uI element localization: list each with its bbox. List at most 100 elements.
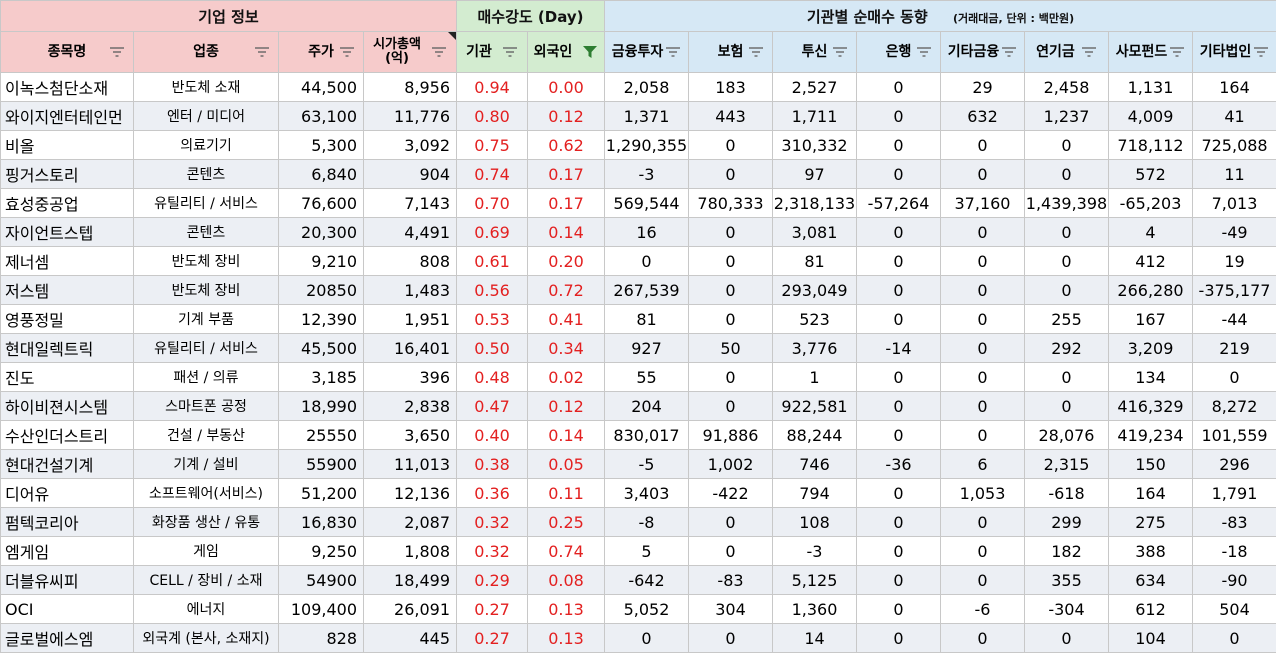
- cell-other-fin[interactable]: 0: [940, 275, 1025, 305]
- cell-fin-invest[interactable]: -8: [604, 507, 689, 537]
- cell-bank[interactable]: -57,264: [856, 188, 941, 218]
- cell-insurance[interactable]: 1,002: [688, 449, 773, 479]
- cell-price[interactable]: 12,390: [278, 304, 364, 334]
- cell-pension[interactable]: 1,439,398: [1024, 188, 1109, 218]
- cell-pension[interactable]: 0: [1024, 362, 1109, 392]
- cell-private-fund[interactable]: 612: [1108, 594, 1193, 624]
- cell-name[interactable]: 하이비젼시스템: [0, 391, 134, 421]
- cell-pension[interactable]: 1,237: [1024, 101, 1109, 131]
- cell-private-fund[interactable]: -65,203: [1108, 188, 1193, 218]
- col-header-fin-invest[interactable]: 금융투자: [604, 31, 689, 73]
- cell-market-cap[interactable]: 1,483: [363, 275, 457, 305]
- cell-foreign[interactable]: 0.13: [527, 594, 605, 624]
- cell-foreign[interactable]: 0.00: [527, 72, 605, 102]
- cell-industry[interactable]: 게임: [133, 536, 279, 566]
- cell-other-corp[interactable]: -49: [1191, 217, 1276, 247]
- cell-market-cap[interactable]: 7,143: [363, 188, 457, 218]
- cell-name[interactable]: 자이언트스텝: [0, 217, 134, 247]
- cell-foreign[interactable]: 0.14: [527, 420, 605, 450]
- table-row[interactable]: 이녹스첨단소재 반도체 소재 44,500 8,956 0.94 0.00 2,058 183…: [0, 72, 1276, 102]
- filter-icon[interactable]: [502, 46, 518, 58]
- cell-name[interactable]: 더블유씨피: [0, 565, 134, 595]
- filter-icon[interactable]: [832, 46, 848, 58]
- cell-name[interactable]: 이녹스첨단소재: [0, 72, 134, 102]
- cell-bank[interactable]: 0: [856, 391, 941, 421]
- cell-industry[interactable]: 외국계 (본사, 소재지): [133, 623, 279, 653]
- cell-pension[interactable]: 0: [1024, 623, 1109, 653]
- cell-market-cap[interactable]: 1,808: [363, 536, 457, 566]
- cell-other-fin[interactable]: 0: [940, 420, 1025, 450]
- cell-private-fund[interactable]: 419,234: [1108, 420, 1193, 450]
- col-header-other-fin[interactable]: 기타금융: [940, 31, 1025, 73]
- cell-pension[interactable]: 0: [1024, 217, 1109, 247]
- table-row[interactable]: 와이지엔터테인먼 엔터 / 미디어 63,100 11,776 0.80 0.12 1,37…: [0, 101, 1276, 131]
- cell-insurance[interactable]: 0: [688, 362, 773, 392]
- cell-institution[interactable]: 0.29: [456, 565, 528, 595]
- cell-market-cap[interactable]: 2,838: [363, 391, 457, 421]
- cell-private-fund[interactable]: 572: [1108, 159, 1193, 189]
- cell-institution[interactable]: 0.48: [456, 362, 528, 392]
- cell-pension[interactable]: 0: [1024, 275, 1109, 305]
- cell-name[interactable]: 펌텍코리아: [0, 507, 134, 537]
- cell-market-cap[interactable]: 26,091: [363, 594, 457, 624]
- cell-bank[interactable]: 0: [856, 246, 941, 276]
- cell-private-fund[interactable]: 412: [1108, 246, 1193, 276]
- cell-institution[interactable]: 0.36: [456, 478, 528, 508]
- cell-market-cap[interactable]: 18,499: [363, 565, 457, 595]
- cell-private-fund[interactable]: 275: [1108, 507, 1193, 537]
- cell-industry[interactable]: 유틸리티 / 서비스: [133, 333, 279, 363]
- cell-other-fin[interactable]: 0: [940, 536, 1025, 566]
- table-row[interactable]: 제너셈 반도체 장비 9,210 808 0.61 0.20 0 0 81 0 0 0 412 19: [0, 246, 1276, 276]
- cell-private-fund[interactable]: 104: [1108, 623, 1193, 653]
- cell-foreign[interactable]: 0.62: [527, 130, 605, 160]
- cell-pension[interactable]: -618: [1024, 478, 1109, 508]
- cell-private-fund[interactable]: 1,131: [1108, 72, 1193, 102]
- cell-private-fund[interactable]: 134: [1108, 362, 1193, 392]
- cell-trust[interactable]: 746: [772, 449, 857, 479]
- cell-other-corp[interactable]: -44: [1191, 304, 1276, 334]
- col-header-market-cap[interactable]: 시가총액 (억): [363, 31, 457, 73]
- cell-institution[interactable]: 0.70: [456, 188, 528, 218]
- cell-institution[interactable]: 0.75: [456, 130, 528, 160]
- filter-icon[interactable]: [1001, 46, 1017, 58]
- cell-industry[interactable]: 스마트폰 공정: [133, 391, 279, 421]
- cell-trust[interactable]: 14: [772, 623, 857, 653]
- filter-icon[interactable]: [665, 46, 681, 58]
- cell-institution[interactable]: 0.27: [456, 594, 528, 624]
- cell-bank[interactable]: 0: [856, 217, 941, 247]
- cell-industry[interactable]: 에너지: [133, 594, 279, 624]
- cell-price[interactable]: 3,185: [278, 362, 364, 392]
- table-row[interactable]: 더블유씨피 CELL / 장비 / 소재 54900 18,499 0.29 0.08 -6…: [0, 565, 1276, 595]
- cell-institution[interactable]: 0.32: [456, 507, 528, 537]
- cell-trust[interactable]: 293,049: [772, 275, 857, 305]
- cell-pension[interactable]: -304: [1024, 594, 1109, 624]
- cell-industry[interactable]: 콘텐츠: [133, 217, 279, 247]
- cell-industry[interactable]: CELL / 장비 / 소재: [133, 565, 279, 595]
- cell-price[interactable]: 63,100: [278, 101, 364, 131]
- table-row[interactable]: OCI 에너지 109,400 26,091 0.27 0.13 5,052 304 1,360…: [0, 594, 1276, 624]
- cell-other-corp[interactable]: 7,013: [1191, 188, 1276, 218]
- cell-other-corp[interactable]: 296: [1191, 449, 1276, 479]
- cell-industry[interactable]: 반도체 장비: [133, 275, 279, 305]
- cell-institution[interactable]: 0.53: [456, 304, 528, 334]
- cell-institution[interactable]: 0.80: [456, 101, 528, 131]
- cell-insurance[interactable]: 0: [688, 391, 773, 421]
- cell-bank[interactable]: 0: [856, 478, 941, 508]
- cell-bank[interactable]: 0: [856, 362, 941, 392]
- col-header-name[interactable]: 종목명: [0, 31, 134, 73]
- cell-trust[interactable]: 108: [772, 507, 857, 537]
- filter-icon[interactable]: [109, 46, 125, 58]
- cell-trust[interactable]: 1: [772, 362, 857, 392]
- cell-institution[interactable]: 0.61: [456, 246, 528, 276]
- filter-icon[interactable]: [1253, 46, 1269, 58]
- cell-pension[interactable]: 2,458: [1024, 72, 1109, 102]
- cell-foreign[interactable]: 0.34: [527, 333, 605, 363]
- cell-insurance[interactable]: 304: [688, 594, 773, 624]
- cell-other-corp[interactable]: 101,559: [1191, 420, 1276, 450]
- table-row[interactable]: 영풍정밀 기계 부품 12,390 1,951 0.53 0.41 81 0 523 0 0 255 1…: [0, 304, 1276, 334]
- cell-institution[interactable]: 0.94: [456, 72, 528, 102]
- cell-price[interactable]: 20850: [278, 275, 364, 305]
- cell-market-cap[interactable]: 2,087: [363, 507, 457, 537]
- cell-fin-invest[interactable]: 0: [604, 246, 689, 276]
- table-row[interactable]: 자이언트스텝 콘텐츠 20,300 4,491 0.69 0.14 16 0 3,081 0 0 0 4…: [0, 217, 1276, 247]
